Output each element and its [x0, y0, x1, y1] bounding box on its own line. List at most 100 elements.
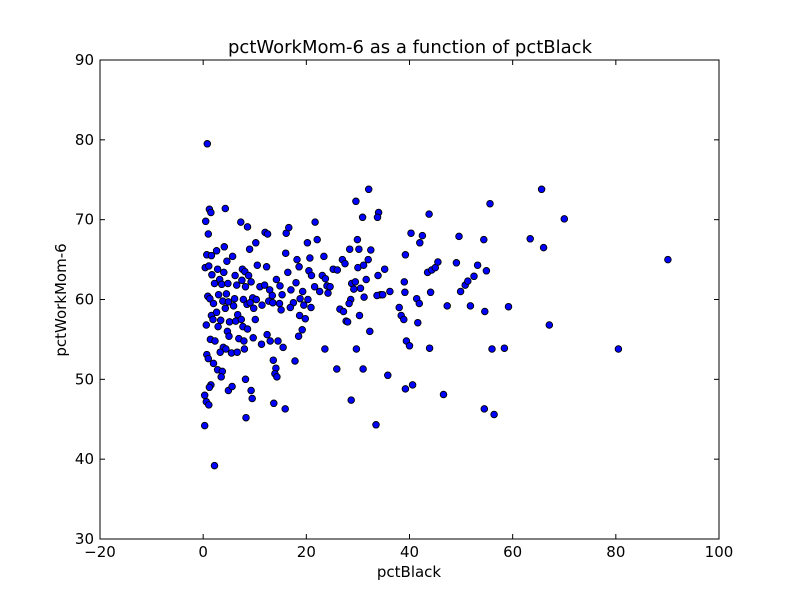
data-point [504, 302, 513, 311]
y-tick-label: 90 [75, 51, 94, 69]
data-point [401, 288, 409, 297]
data-point [274, 337, 282, 345]
data-point [360, 293, 368, 301]
data-point [240, 345, 249, 353]
data-point [275, 299, 284, 308]
data-point [209, 315, 217, 324]
plot-frame [99, 59, 720, 540]
data-point [228, 382, 236, 391]
y-tick-label: 80 [75, 131, 94, 149]
data-point [400, 278, 409, 286]
data-point [367, 246, 375, 254]
data-point [321, 345, 329, 353]
data-point [284, 268, 292, 277]
data-point [269, 298, 277, 307]
x-tick-label: 80 [606, 543, 625, 561]
chart-title: pctWorkMom-6 as a function of pctBlack [228, 37, 593, 58]
data-point [237, 218, 245, 226]
data-point [295, 263, 303, 271]
data-point [213, 265, 222, 273]
data-point [204, 354, 213, 363]
x-tick-label: 100 [705, 543, 734, 561]
data-point [225, 318, 234, 326]
data-point [353, 235, 362, 244]
data-point [333, 266, 342, 274]
data-point [366, 327, 374, 336]
data-point [243, 325, 252, 333]
data-point [408, 381, 417, 389]
data-point [307, 303, 315, 312]
data-point [298, 326, 306, 334]
data-point [345, 299, 353, 308]
data-point [490, 410, 498, 419]
data-point [480, 405, 489, 413]
data-point [263, 230, 272, 238]
data-point [464, 277, 472, 285]
y-axis-label: pctWorkMom-6 [52, 243, 70, 356]
data-point [277, 306, 285, 314]
x-tick-label: 40 [400, 543, 419, 561]
data-point [287, 286, 295, 294]
data-point [378, 290, 387, 299]
data-point [214, 322, 222, 331]
data-point [401, 251, 410, 259]
data-point [276, 282, 284, 290]
data-point [426, 288, 435, 297]
data-point [228, 252, 237, 261]
data-point [273, 373, 281, 381]
data-point [341, 259, 349, 268]
data-point [212, 247, 221, 255]
data-point [359, 365, 367, 373]
data-point [220, 268, 228, 277]
data-point [266, 337, 274, 345]
data-point [537, 185, 546, 194]
data-point [217, 373, 225, 381]
data-point [295, 311, 304, 320]
data-point [200, 421, 209, 430]
data-point [310, 282, 319, 291]
data-point [416, 239, 424, 247]
data-point [386, 287, 394, 296]
y-tick-label: 70 [75, 211, 94, 229]
data-point [415, 299, 424, 308]
data-point [405, 342, 414, 350]
data-point [201, 217, 210, 226]
data-point [303, 239, 312, 247]
y-tick-label: 30 [75, 530, 94, 548]
data-point [311, 218, 319, 226]
data-point [211, 337, 219, 345]
data-point [220, 243, 229, 251]
data-point [285, 223, 293, 232]
data-point [488, 345, 496, 353]
data-point [313, 235, 321, 244]
data-point [205, 401, 213, 409]
data-point [242, 413, 250, 422]
y-tick-label: 40 [75, 450, 94, 468]
data-point [351, 278, 360, 286]
data-point [268, 291, 277, 300]
data-point [345, 245, 354, 253]
data-point [320, 252, 328, 261]
data-point [252, 295, 261, 304]
data-point [466, 302, 475, 310]
data-point [245, 245, 254, 253]
data-point [263, 330, 271, 339]
data-point [664, 255, 672, 264]
data-point [243, 223, 252, 231]
data-point [223, 257, 231, 265]
data-point [203, 140, 212, 148]
data-point [326, 282, 334, 291]
data-point [480, 235, 488, 244]
data-point [212, 308, 221, 317]
data-point [301, 314, 310, 323]
data-point [362, 275, 370, 284]
data-point [281, 405, 289, 413]
data-point [395, 303, 403, 312]
data-point [614, 345, 623, 353]
axis-ticks: −20 0 20 40 60 80 100 30 40 50 60 70 80 90 [75, 51, 733, 561]
data-points [200, 140, 672, 470]
data-point [294, 332, 303, 340]
data-point [401, 385, 410, 393]
x-tick-label: 60 [503, 543, 522, 561]
